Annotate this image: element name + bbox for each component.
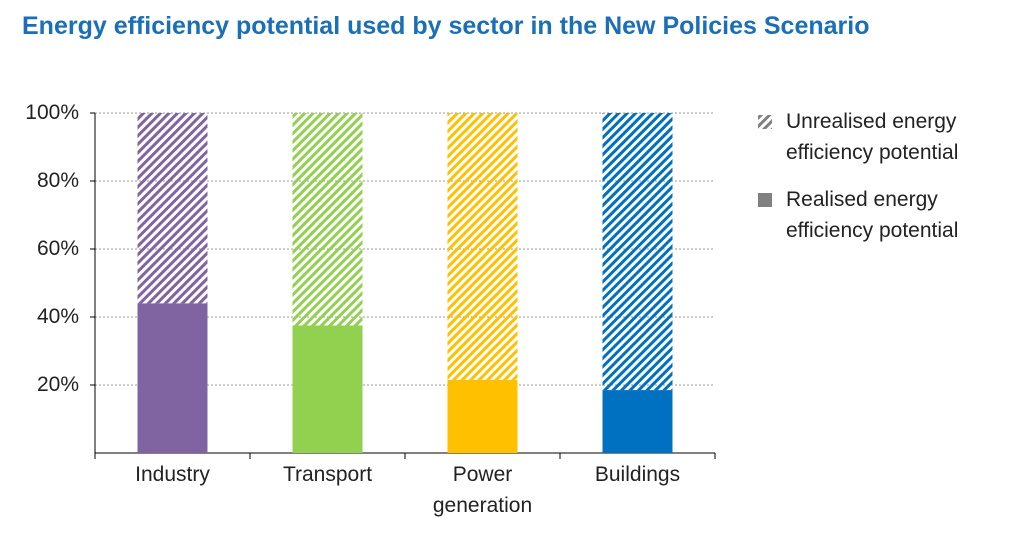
y-tick-label: 100% [25,101,79,124]
legend-swatch [758,115,772,129]
legend-swatch [758,193,772,207]
x-tick-label: Transport [282,463,373,486]
legend-label: Unrealised energy efficiency potential [786,110,959,164]
chart-title: Energy efficiency potential used by sect… [22,12,870,40]
bar-segment [447,113,518,380]
legend-label: Realised energy efficiency potential [786,188,959,242]
bar-segment [602,113,673,391]
x-tick-label: Power generation [432,463,533,517]
bar-segment [292,113,363,326]
y-tick-label: 60% [36,237,79,260]
bar-segment [602,390,673,453]
bar-segment [137,303,208,453]
x-tick-label: Industry [135,463,210,486]
bar-segment [137,113,208,304]
bar-segment [292,325,363,453]
y-tick-label: 80% [36,169,79,192]
y-tick-label: 40% [36,305,79,328]
bar-segment [447,379,518,453]
y-tick-label: 20% [36,373,79,396]
x-tick-label: Buildings [594,463,681,486]
